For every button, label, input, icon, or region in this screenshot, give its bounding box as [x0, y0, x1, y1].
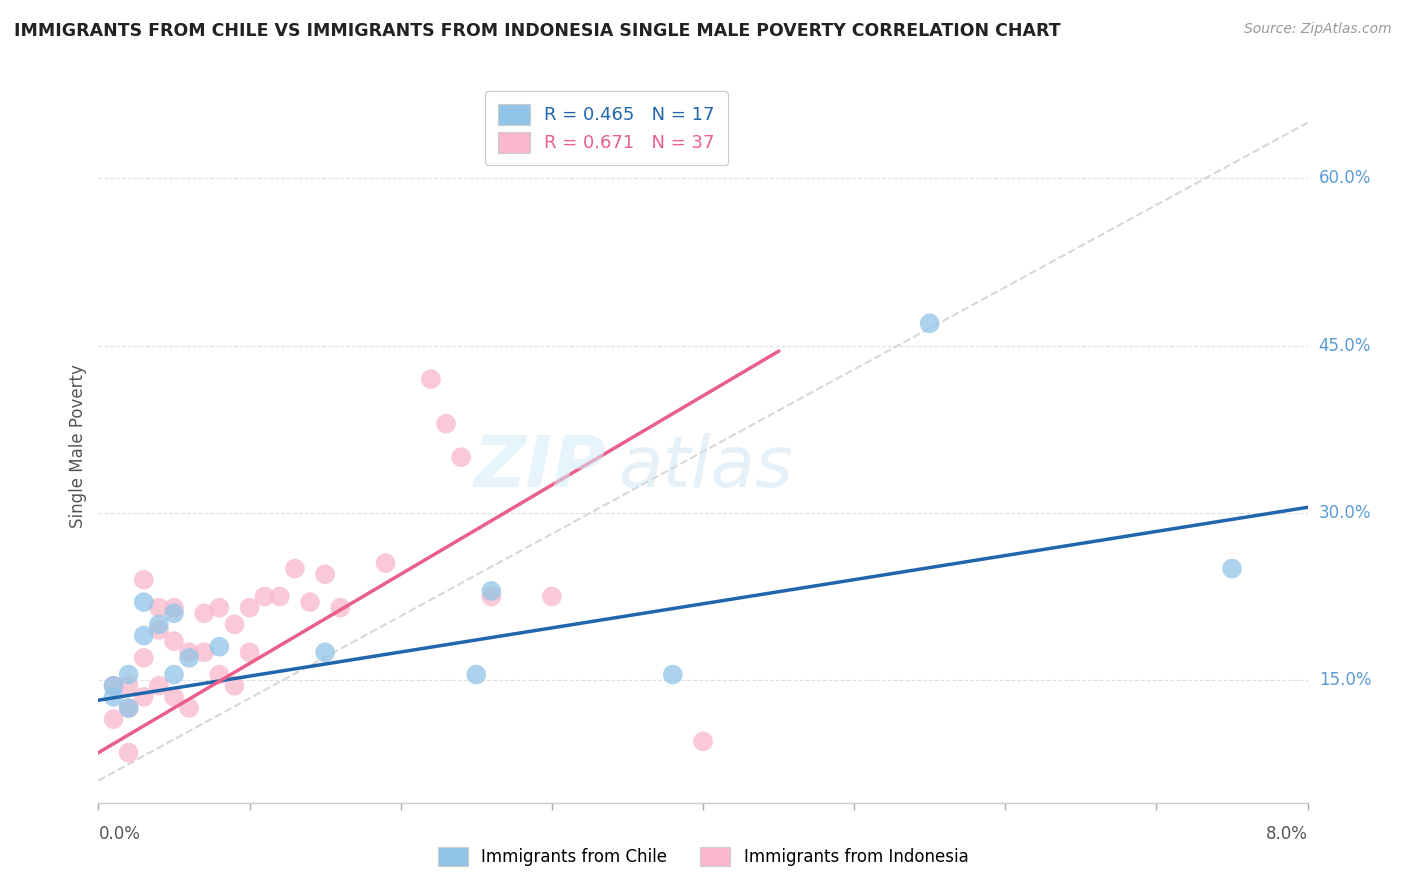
- Point: [118, 679, 141, 693]
- Point: [118, 746, 141, 760]
- Point: [374, 556, 396, 570]
- Point: [465, 667, 488, 681]
- Point: [132, 573, 155, 587]
- Point: [193, 645, 215, 659]
- Point: [132, 690, 155, 704]
- Text: 15.0%: 15.0%: [1319, 671, 1371, 690]
- Point: [179, 701, 201, 715]
- Text: 45.0%: 45.0%: [1319, 336, 1371, 355]
- Point: [103, 679, 125, 693]
- Point: [224, 679, 246, 693]
- Point: [148, 623, 170, 637]
- Point: [163, 690, 186, 704]
- Point: [179, 645, 201, 659]
- Point: [661, 667, 683, 681]
- Point: [434, 417, 457, 431]
- Point: [314, 567, 336, 582]
- Point: [148, 679, 170, 693]
- Point: [299, 595, 322, 609]
- Y-axis label: Single Male Poverty: Single Male Poverty: [69, 364, 87, 528]
- Point: [103, 690, 125, 704]
- Legend: R = 0.465   N = 17, R = 0.671   N = 37: R = 0.465 N = 17, R = 0.671 N = 37: [485, 91, 728, 165]
- Point: [163, 607, 186, 621]
- Text: ZIP: ZIP: [474, 433, 606, 502]
- Text: IMMIGRANTS FROM CHILE VS IMMIGRANTS FROM INDONESIA SINGLE MALE POVERTY CORRELATI: IMMIGRANTS FROM CHILE VS IMMIGRANTS FROM…: [14, 22, 1060, 40]
- Point: [163, 634, 186, 648]
- Text: 60.0%: 60.0%: [1319, 169, 1371, 187]
- Point: [179, 651, 201, 665]
- Point: [103, 712, 125, 726]
- Legend: Immigrants from Chile, Immigrants from Indonesia: Immigrants from Chile, Immigrants from I…: [429, 838, 977, 875]
- Point: [239, 600, 262, 615]
- Point: [479, 583, 503, 598]
- Point: [692, 734, 714, 748]
- Point: [314, 645, 336, 659]
- Point: [918, 317, 941, 331]
- Point: [148, 600, 170, 615]
- Point: [132, 595, 155, 609]
- Point: [118, 667, 141, 681]
- Point: [208, 600, 231, 615]
- Point: [103, 679, 125, 693]
- Text: 30.0%: 30.0%: [1319, 504, 1371, 522]
- Point: [239, 645, 262, 659]
- Point: [163, 600, 186, 615]
- Point: [253, 590, 276, 604]
- Point: [479, 590, 503, 604]
- Point: [163, 667, 186, 681]
- Point: [208, 667, 231, 681]
- Point: [132, 651, 155, 665]
- Point: [540, 590, 562, 604]
- Point: [329, 600, 352, 615]
- Point: [450, 450, 472, 464]
- Point: [1220, 562, 1243, 576]
- Text: 0.0%: 0.0%: [98, 825, 141, 843]
- Point: [224, 617, 246, 632]
- Point: [208, 640, 231, 654]
- Point: [284, 562, 307, 576]
- Point: [419, 372, 441, 386]
- Text: atlas: atlas: [619, 433, 793, 502]
- Point: [148, 617, 170, 632]
- Point: [118, 701, 141, 715]
- Point: [132, 628, 155, 642]
- Text: Source: ZipAtlas.com: Source: ZipAtlas.com: [1244, 22, 1392, 37]
- Point: [118, 701, 141, 715]
- Point: [193, 607, 215, 621]
- Point: [269, 590, 291, 604]
- Text: 8.0%: 8.0%: [1265, 825, 1308, 843]
